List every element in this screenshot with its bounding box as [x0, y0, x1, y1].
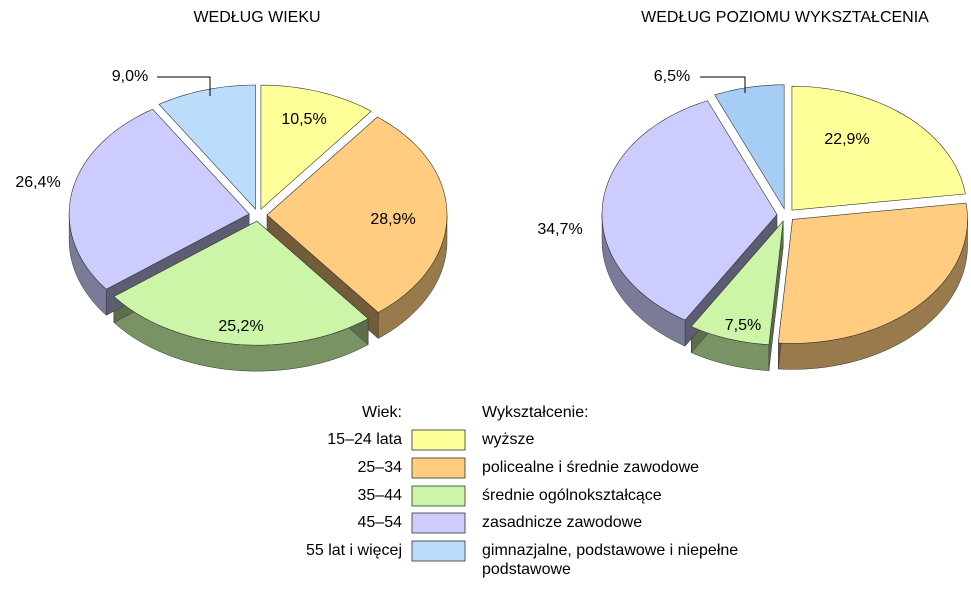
legend-label: 15–24 lata [327, 431, 402, 448]
legend-label: zasadnicze zawodowe [482, 514, 643, 531]
value-label: 6,5% [654, 68, 690, 85]
leader-line [157, 76, 211, 96]
pie-slice [714, 84, 785, 210]
legend-swatch [411, 457, 466, 479]
legend-label: gimnazjalne, podstawowe i niepełne podst… [482, 542, 739, 578]
pie-slice [791, 85, 966, 211]
legend-swatch [411, 485, 466, 507]
value-label: 9,0% [112, 68, 148, 85]
legend-title: Wiek: [362, 404, 402, 421]
legend-label: 45–54 [357, 514, 403, 531]
value-label: 7,5% [725, 317, 761, 334]
legend-swatch [411, 429, 466, 451]
legend-swatch [411, 540, 466, 562]
chart-title: WEDŁUG POZIOMU WYKSZTAŁCENIA [641, 9, 929, 26]
pie-slice [601, 100, 778, 321]
legend-label: 35–44 [357, 487, 403, 504]
value-label: 10,5% [281, 111, 326, 128]
pie-slice [113, 220, 369, 346]
value-label: 34,7% [537, 221, 582, 238]
pie-slice [690, 220, 784, 345]
legend-label: policealne i średnie zawodowe [482, 459, 700, 476]
legend-label: 25–34 [357, 459, 403, 476]
legend-swatch [411, 512, 466, 534]
value-label: 22,9% [824, 131, 869, 148]
value-label: 28,9% [370, 211, 415, 228]
leader-line [700, 76, 746, 93]
legend-title: Wykształcenie: [482, 404, 589, 421]
pie-slice [68, 108, 250, 290]
legend-label: średnie ogólnokształcące [482, 487, 662, 504]
value-label: 25,2% [218, 318, 263, 335]
chart-title: WEDŁUG WIEKU [193, 9, 320, 26]
legend-label: wyższe [482, 431, 535, 448]
legend-label: 55 lat i więcej [305, 542, 402, 559]
pie-slice [777, 202, 968, 344]
value-label: 26,4% [15, 174, 60, 191]
pie-slice [260, 84, 372, 210]
pie-slice [158, 84, 256, 210]
pie-slice [266, 116, 448, 313]
